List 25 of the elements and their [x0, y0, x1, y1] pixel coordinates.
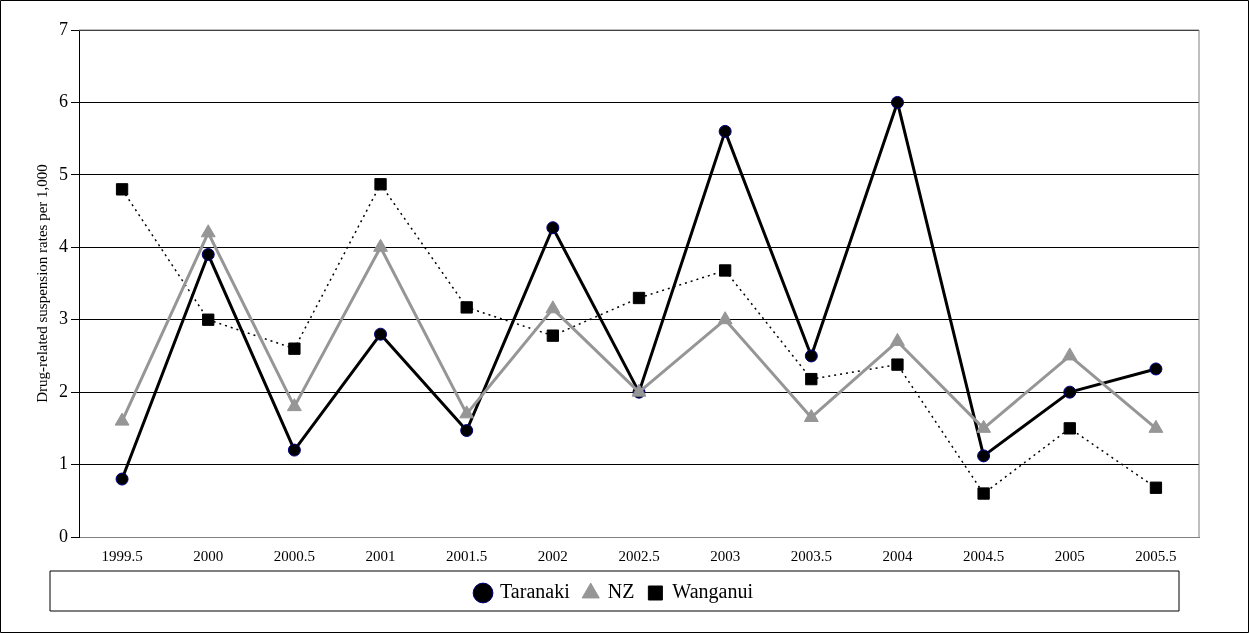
y-tick-label: 3	[59, 308, 68, 329]
y-tick-label: 5	[59, 163, 68, 184]
y-tick-label: 1	[59, 453, 68, 474]
y-tick-label: 0	[59, 525, 68, 546]
x-tick-label: 2002.5	[618, 547, 660, 564]
x-tick-label: 2005	[1054, 547, 1085, 564]
x-tick-label: 2001	[365, 547, 396, 564]
legend-label: Wanganui	[672, 580, 754, 604]
x-tick-label: 2000	[193, 547, 224, 564]
y-tick-label: 6	[59, 91, 68, 112]
x-tick-label: 2002	[537, 547, 568, 564]
x-tick-label: 2003.5	[790, 547, 832, 564]
legend-label: NZ	[607, 580, 635, 603]
x-tick-label: 1999.5	[101, 547, 143, 564]
x-tick-label: 2001.5	[446, 547, 488, 564]
y-tick-label: 2	[59, 380, 68, 401]
x-tick-label: 2004	[882, 547, 913, 564]
y-tick-label: 7	[59, 18, 68, 39]
y-tick-label: 4	[59, 236, 68, 257]
y-axis-title: Drug-related suspension rates per 1,000	[33, 164, 50, 403]
legend-label: Taranaki	[500, 580, 571, 603]
x-tick-label: 2003	[710, 547, 741, 564]
x-tick-label: 2005.5	[1135, 547, 1177, 564]
x-tick-label: 2000.5	[273, 547, 316, 564]
x-tick-label: 2004.5	[962, 547, 1005, 564]
